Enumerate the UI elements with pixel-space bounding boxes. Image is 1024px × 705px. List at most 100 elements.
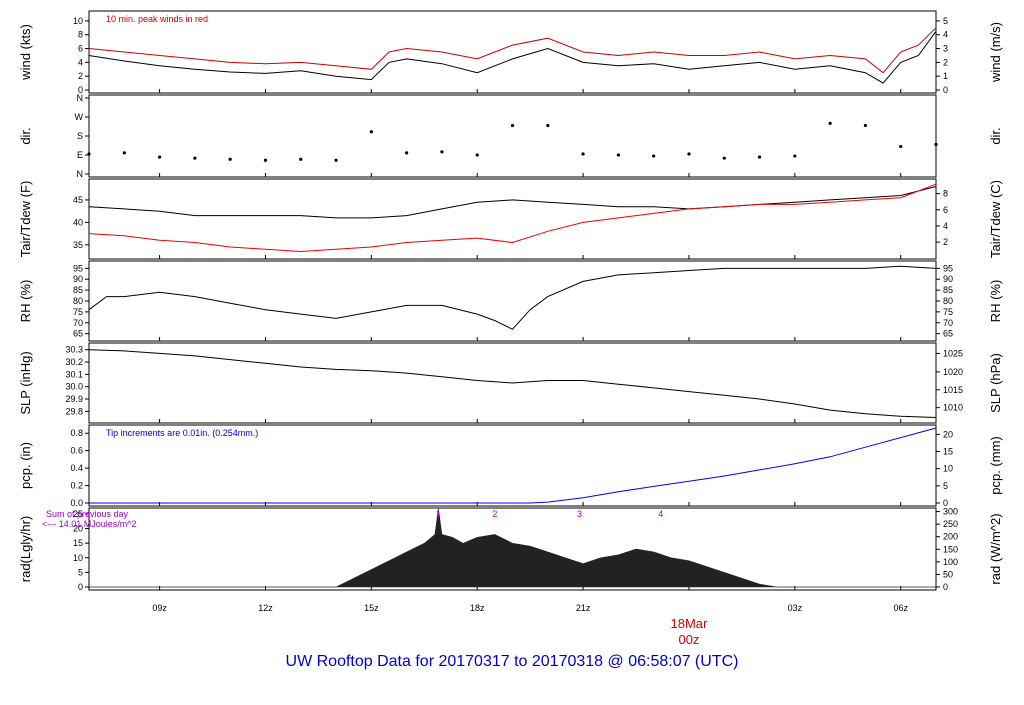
x-tick-label: 18z: [470, 603, 485, 613]
wind-ytick-right-label: 5: [943, 16, 948, 26]
rh-ytick-left-label: 80: [73, 296, 83, 306]
rh-ytick-right-label: 95: [943, 263, 953, 273]
dir-point: [440, 150, 444, 154]
temp-ytick-left-label: 40: [73, 217, 83, 227]
wind-annotation: 10 min. peak winds in red: [106, 14, 208, 24]
dir-ylabel-right: dir.: [988, 127, 1003, 144]
rad-day-marker: 4: [658, 509, 663, 519]
footer-title: UW Rooftop Data for 20170317 to 20170318…: [286, 653, 739, 670]
rad-annotation: Sum of previous day: [46, 509, 129, 519]
pcp-ytick-left-label: 0.8: [70, 428, 83, 438]
dir-ytick-left-label: N: [77, 93, 84, 103]
pcp-ytick-right-label: 20: [943, 429, 953, 439]
rad-ytick-right-label: 200: [943, 532, 958, 542]
pcp-ytick-right-label: 0: [943, 498, 948, 508]
wind-ytick-left-label: 0: [78, 85, 83, 95]
slp-ytick-left-label: 30.0: [65, 382, 83, 392]
rh-ylabel-left: RH (%): [18, 280, 33, 323]
rad-ytick-right-label: 300: [943, 507, 958, 517]
temp-frame: [88, 178, 937, 260]
rad-ylabel-right: rad (W/m^2): [988, 513, 1003, 584]
dir-point: [228, 157, 232, 161]
slp-frame: [88, 342, 937, 424]
dir-point: [757, 155, 762, 159]
dir-point: [793, 154, 797, 158]
dir-ytick-left-label: S: [77, 131, 83, 141]
rh-ytick-left-label: 95: [73, 263, 83, 273]
slp-ylabel-right: SLP (hPa): [988, 353, 1003, 413]
rad-ytick-left-label: 0: [78, 582, 83, 592]
rad-day-marker: 1: [436, 509, 441, 519]
rh-ytick-left-label: 65: [73, 329, 83, 339]
wind-series-line-0: [88, 31, 937, 84]
pcp-frame: [88, 424, 937, 507]
rad-ytick-right-label: 100: [943, 557, 958, 567]
temp-ytick-left-label: 45: [73, 195, 83, 205]
pcp-ytick-left-label: 0.0: [70, 498, 83, 508]
dir-point: [687, 152, 691, 156]
wind-ytick-left-label: 4: [78, 57, 83, 67]
dir-point: [193, 156, 197, 160]
pcp-ylabel-right: pcp. (mm): [988, 436, 1003, 495]
slp-ytick-left-label: 30.1: [65, 369, 83, 379]
slp-ytick-left-label: 29.9: [65, 394, 83, 404]
dir-point: [87, 152, 91, 156]
wind-ylabel-left: wind (kts): [18, 24, 33, 81]
slp-ytick-right-label: 1010: [943, 403, 963, 413]
dir-point: [828, 121, 832, 125]
slp-ytick-left-label: 30.2: [65, 357, 83, 367]
rad-day-marker: 3: [577, 509, 582, 519]
wind-frame: [88, 10, 937, 94]
rad-ytick-left-label: 5: [78, 567, 83, 577]
wind-ytick-right-label: 3: [943, 44, 948, 54]
wind-series-line-1: [88, 27, 937, 74]
slp-ytick-right-label: 1020: [943, 367, 963, 377]
dir-point: [475, 153, 479, 157]
rad-day-marker: 2: [492, 509, 497, 519]
rh-ytick-right-label: 90: [943, 274, 953, 284]
dir-frame: [88, 94, 937, 178]
wind-ylabel-right: wind (m/s): [988, 22, 1003, 83]
pcp-annotation: Tip increments are 0.01in. (0.254mm.): [106, 428, 258, 438]
wind-ytick-right-label: 4: [943, 30, 948, 40]
dir-point: [157, 155, 162, 159]
slp-ylabel-left: SLP (inHg): [18, 351, 33, 414]
wind-ytick-left-label: 2: [78, 71, 83, 81]
dir-point: [510, 123, 515, 128]
rh-ytick-right-label: 70: [943, 318, 953, 328]
slp-ytick-left-label: 29.8: [65, 406, 83, 416]
temp-ytick-right-label: 6: [943, 205, 948, 215]
rad-ytick-left-label: 15: [73, 538, 83, 548]
wind-ytick-left-label: 10: [73, 16, 83, 26]
rh-ylabel-right: RH (%): [988, 280, 1003, 323]
rad-ytick-right-label: 250: [943, 519, 958, 529]
x-date-label: 18Mar: [671, 616, 709, 631]
x-tick-label: 00z: [678, 632, 699, 647]
temp-series-line-0: [88, 186, 937, 219]
pcp-ytick-left-label: 0.6: [70, 446, 83, 456]
dir-point: [934, 142, 938, 147]
temp-series-line-1: [88, 183, 937, 253]
slp-ytick-left-label: 30.3: [65, 345, 83, 355]
dir-ytick-left-label: W: [75, 112, 84, 122]
x-tick-label: 06z: [893, 603, 908, 613]
wind-ytick-left-label: 8: [78, 30, 83, 40]
rad-ytick-left-label: 25: [73, 509, 83, 519]
dir-point: [899, 144, 903, 149]
rad-ytick-left-label: 10: [73, 553, 83, 563]
rh-ytick-right-label: 75: [943, 307, 953, 317]
x-tick-label: 09z: [152, 603, 167, 613]
rad-ytick-right-label: 0: [943, 582, 948, 592]
dir-point: [652, 154, 656, 158]
dir-point: [616, 153, 620, 157]
dir-ytick-left-label: E: [77, 150, 83, 160]
dir-point: [546, 123, 550, 128]
dir-point: [581, 152, 585, 156]
wind-ytick-left-label: 6: [78, 44, 83, 54]
dir-point: [405, 151, 409, 155]
rh-ytick-right-label: 80: [943, 296, 953, 306]
temp-ytick-right-label: 2: [943, 237, 948, 247]
pcp-ylabel-left: pcp. (in): [18, 442, 33, 489]
